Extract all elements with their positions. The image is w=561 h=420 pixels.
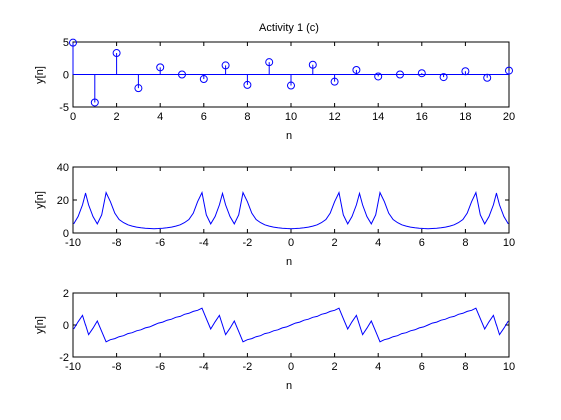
- subplot-2-xtick-label: 2: [332, 237, 338, 249]
- stem-marker: [417, 69, 426, 78]
- subplot-2-xtick-label: 0: [288, 237, 294, 249]
- subplot-2-ytick-label: 40: [57, 162, 69, 174]
- subplot-1-ylabel: y[n]: [34, 66, 46, 84]
- subplot-3-xtick-label: 0: [288, 361, 294, 373]
- subplot-2-xtick-label: -8: [112, 237, 122, 249]
- subplot-2-xlabel: n: [286, 256, 292, 268]
- subplot-3-series-line: [73, 307, 509, 343]
- stem-marker: [461, 67, 470, 76]
- subplot-2-xtick-label: -4: [199, 237, 209, 249]
- stem-marker: [505, 66, 513, 75]
- subplot-1-xtick-label: 10: [285, 111, 297, 123]
- subplot-2-xtick-label: 4: [375, 237, 381, 249]
- stem-marker: [112, 49, 121, 58]
- subplot-1-title: Activity 1 (c): [259, 22, 319, 34]
- subplot-3-xtick-label: 4: [375, 361, 381, 373]
- subplot-3-xtick-label: -8: [112, 361, 122, 373]
- subplot-1-xtick-label: 16: [416, 111, 428, 123]
- subplot-3-xtick-label: 2: [332, 361, 338, 373]
- stem-marker: [330, 77, 339, 86]
- stem-marker: [396, 70, 404, 79]
- subplot-3: -10 -8 -6 -4 -2 0 2 4 6 8 10 -2 0 2 n y[n]: [34, 288, 515, 392]
- subplot-1-xtick-label: 2: [114, 111, 120, 123]
- subplot-2-axes: [72, 166, 510, 234]
- subplot-1-ytick-label: 5: [63, 37, 69, 49]
- subplot-1-ytick-label: 0: [63, 70, 69, 82]
- subplot-2-xtick-label: 8: [462, 237, 468, 249]
- stem-marker: [90, 98, 99, 107]
- subplot-1-xtick-label: 12: [328, 111, 340, 123]
- subplot-2-xtick-label: -2: [243, 237, 253, 249]
- subplot-3-xtick-label: -4: [199, 361, 209, 373]
- subplot-1-xlabel: n: [286, 130, 292, 142]
- subplot-3-xtick-label: 6: [419, 361, 425, 373]
- subplot-3-ylabel: y[n]: [34, 316, 46, 334]
- subplot-3-ytick-label: 0: [63, 320, 69, 332]
- subplot-2: -10 -8 -6 -4 -2 0 2 4 6 8 10 0 20 40 n y[n]: [34, 162, 515, 268]
- stem-marker: [308, 60, 317, 69]
- subplot-3-xtick-label: -2: [243, 361, 253, 373]
- stem-marker: [287, 81, 295, 90]
- subplot-2-xtick-label: 10: [503, 237, 515, 249]
- subplot-2-xtick-label: 6: [419, 237, 425, 249]
- stem-marker: [243, 80, 252, 89]
- subplot-2-ytick-label: 0: [63, 228, 69, 240]
- subplot-1-plot-area: 0 2 4 6 8 10 12 14 16 18 20-505: [59, 37, 515, 123]
- stem-marker: [156, 63, 165, 72]
- stem-marker: [352, 65, 361, 74]
- subplot-1-xtick-label: 8: [244, 111, 250, 123]
- stem-marker: [199, 75, 208, 84]
- subplot-2-series-line: [73, 191, 509, 230]
- stem-marker: [265, 58, 274, 67]
- subplot-1-xtick-label: 18: [459, 111, 471, 123]
- subplot-1-xtick-label: 14: [372, 111, 384, 123]
- subplot-2-ytick-label: 20: [57, 195, 69, 207]
- stem-marker: [178, 70, 186, 79]
- subplot-1-xtick-label: 20: [503, 111, 515, 123]
- subplot-3-xtick-label: -6: [155, 361, 165, 373]
- subplot-3-xlabel: n: [286, 380, 292, 392]
- subplot-3-ytick-label: 2: [63, 288, 69, 300]
- subplot-2-ylabel: y[n]: [34, 191, 46, 209]
- subplot-2-plot-area: -10 -8 -6 -4 -2 0 2 4 6 8 10 0 20 40: [57, 162, 515, 249]
- subplot-3-xtick-label: 8: [462, 361, 468, 373]
- subplot-3-xtick-label: 10: [503, 361, 515, 373]
- subplot-3-plot-area: -10 -8 -6 -4 -2 0 2 4 6 8 10 -2 0 2: [59, 288, 515, 373]
- subplot-1-ytick-label: -5: [59, 102, 69, 114]
- subplot-1: Activity 1 (c) 0 2 4 6 8 10 12 14 16 18 20-505 n y…: [34, 22, 515, 142]
- stem-marker: [374, 72, 383, 81]
- subplot-3-xtick-label: -10: [65, 361, 81, 373]
- stem-marker: [483, 73, 492, 82]
- stem-marker: [134, 84, 143, 93]
- subplot-1-xtick-label: 6: [201, 111, 207, 123]
- subplot-2-xtick-label: -6: [155, 237, 165, 249]
- subplot-1-xtick-label: 4: [157, 111, 163, 123]
- subplot-2-xtick-label: -10: [65, 237, 81, 249]
- subplot-3-ytick-label: -2: [59, 352, 69, 364]
- stem-marker: [439, 73, 448, 82]
- stem-marker: [69, 38, 77, 47]
- stem-marker: [221, 61, 230, 70]
- subplot-1-xtick-label: 0: [70, 111, 76, 123]
